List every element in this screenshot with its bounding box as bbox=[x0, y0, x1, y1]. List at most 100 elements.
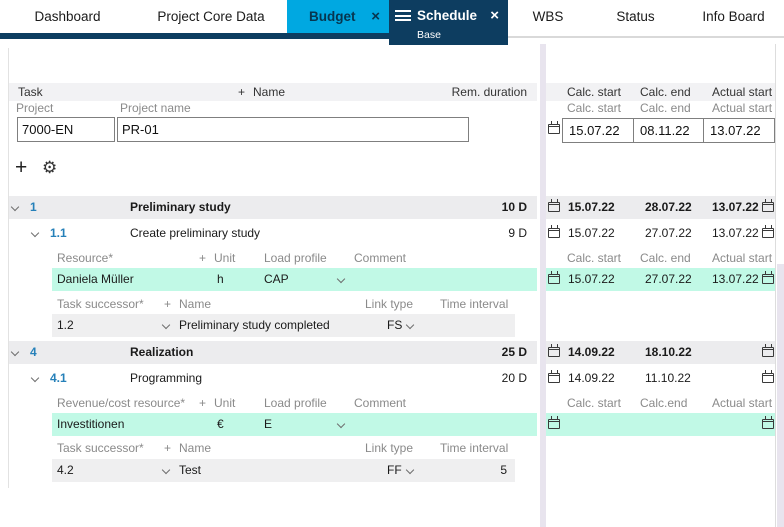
resource-unit[interactable]: h bbox=[217, 272, 224, 286]
col-resource: Resource* bbox=[57, 251, 114, 265]
header-bg-right bbox=[546, 83, 775, 101]
col-calc-start: Calc. start bbox=[567, 85, 622, 99]
calendar-icon[interactable] bbox=[762, 271, 774, 284]
calendar-icon[interactable] bbox=[548, 225, 560, 238]
task-calc-end[interactable]: 27.07.22 bbox=[645, 226, 692, 240]
task-name[interactable]: Realization bbox=[130, 345, 194, 359]
close-icon[interactable]: × bbox=[490, 7, 499, 24]
task-name[interactable]: Create preliminary study bbox=[130, 226, 261, 240]
successor-link-type[interactable]: FF bbox=[387, 463, 402, 477]
settings-gear-icon[interactable]: ⚙ bbox=[42, 158, 58, 177]
task-calc-start[interactable]: 14.09.22 bbox=[568, 345, 615, 359]
resource-calc-start[interactable]: 15.07.22 bbox=[568, 272, 615, 286]
task-actual-start[interactable]: 13.07.22 bbox=[712, 200, 759, 214]
successor-row[interactable]: 1.2 Preliminary study completed FS bbox=[0, 314, 784, 337]
resource-name[interactable]: Daniela Müller bbox=[57, 272, 134, 286]
project-calc-start-field[interactable]: 15.07.22 bbox=[563, 119, 634, 142]
calendar-icon[interactable] bbox=[548, 121, 560, 134]
add-resource-icon[interactable]: + bbox=[199, 251, 207, 265]
tab-dashboard[interactable]: Dashboard bbox=[34, 9, 101, 24]
col-name: Name bbox=[179, 297, 212, 311]
tab-wbs[interactable]: WBS bbox=[532, 9, 564, 24]
project-calc-end-field[interactable]: 08.11.22 bbox=[634, 119, 704, 142]
resource-unit[interactable]: € bbox=[217, 417, 224, 431]
task-calc-end[interactable]: 11.10.22 bbox=[645, 371, 691, 385]
task-row[interactable]: 1 Preliminary study 10 D 15.07.22 28.07.… bbox=[0, 196, 784, 219]
calendar-icon[interactable] bbox=[762, 225, 774, 238]
successor-header-row: Task successor* + Name Link type Time in… bbox=[0, 296, 784, 313]
menu-icon[interactable] bbox=[395, 10, 411, 22]
tab-budget[interactable]: Budget × bbox=[287, 0, 389, 33]
tab-project-core-data[interactable]: Project Core Data bbox=[157, 9, 265, 24]
row-bg-left bbox=[52, 268, 537, 291]
task-actual-start[interactable]: 13.07.22 bbox=[712, 226, 759, 240]
task-row[interactable]: 4.1 Programming 20 D 14.09.22 11.10.22 bbox=[0, 367, 784, 390]
task-name[interactable]: Preliminary study bbox=[130, 200, 231, 214]
task-calc-end[interactable]: 18.10.22 bbox=[645, 345, 692, 359]
col-actual-start: Actual start bbox=[712, 396, 773, 410]
project-code-input[interactable] bbox=[17, 117, 115, 142]
task-duration[interactable]: 10 D bbox=[501, 200, 527, 214]
successor-link-type[interactable]: FS bbox=[387, 318, 403, 332]
calendar-icon[interactable] bbox=[548, 199, 560, 212]
tab-schedule[interactable]: Schedule × Base bbox=[389, 0, 508, 45]
successor-row[interactable]: 4.2 Test FF 5 bbox=[0, 459, 784, 482]
calendar-icon[interactable] bbox=[548, 344, 560, 357]
task-duration[interactable]: 20 D bbox=[501, 371, 527, 385]
add-successor-icon[interactable]: + bbox=[164, 441, 172, 455]
task-duration[interactable]: 9 D bbox=[508, 226, 527, 240]
calendar-icon[interactable] bbox=[548, 416, 560, 429]
task-calc-end[interactable]: 28.07.22 bbox=[645, 200, 692, 214]
col-unit: Unit bbox=[214, 396, 236, 410]
row-bg-left bbox=[52, 314, 515, 337]
resource-row[interactable]: Investitionen € E bbox=[0, 413, 784, 436]
tab-status[interactable]: Status bbox=[616, 9, 655, 24]
resource-actual-start[interactable]: 13.07.22 bbox=[712, 272, 759, 286]
resource-load-profile[interactable]: CAP bbox=[264, 272, 289, 286]
project-name-input[interactable] bbox=[117, 117, 469, 142]
task-row[interactable]: 1.1 Create preliminary study 9 D 15.07.2… bbox=[0, 222, 784, 245]
calendar-icon[interactable] bbox=[762, 416, 774, 429]
task-calc-start[interactable]: 14.09.22 bbox=[568, 371, 615, 385]
add-task-icon[interactable]: + bbox=[15, 156, 28, 179]
chevron-down-icon[interactable] bbox=[30, 373, 40, 383]
successor-header-row: Task successor* + Name Link type Time in… bbox=[0, 440, 784, 457]
resource-load-profile[interactable]: E bbox=[264, 417, 273, 431]
task-calc-start[interactable]: 15.07.22 bbox=[568, 226, 615, 240]
calendar-icon[interactable] bbox=[762, 344, 774, 357]
tab-bar-border bbox=[508, 36, 784, 38]
tab-schedule-sublabel: Base bbox=[417, 29, 441, 41]
tab-info-board[interactable]: Info Board bbox=[702, 9, 765, 24]
calendar-icon[interactable] bbox=[548, 370, 560, 383]
project-name-label: Project name bbox=[120, 101, 191, 115]
add-resource-icon[interactable]: + bbox=[199, 396, 207, 410]
scrollbar-thumb[interactable] bbox=[777, 264, 784, 527]
resource-row[interactable]: Daniela Müller h CAP 15.07.22 27.07.22 1… bbox=[0, 268, 784, 291]
col-calc-end: Calc.end bbox=[640, 396, 688, 410]
resource-calc-end[interactable]: 27.07.22 bbox=[645, 272, 692, 286]
successor-id[interactable]: 4.2 bbox=[57, 463, 74, 477]
task-name[interactable]: Programming bbox=[130, 371, 203, 385]
task-number[interactable]: 1 bbox=[30, 200, 37, 214]
successor-name[interactable]: Preliminary study completed bbox=[179, 318, 330, 332]
task-calc-start[interactable]: 15.07.22 bbox=[568, 200, 615, 214]
calendar-icon[interactable] bbox=[762, 370, 774, 383]
calendar-icon[interactable] bbox=[548, 271, 560, 284]
task-number[interactable]: 4.1 bbox=[50, 371, 67, 385]
project-actual-start-field[interactable]: 13.07.22 bbox=[710, 123, 761, 138]
task-number[interactable]: 1.1 bbox=[50, 226, 67, 240]
close-icon[interactable]: × bbox=[371, 8, 380, 25]
resource-name[interactable]: Investitionen bbox=[57, 417, 125, 431]
add-successor-icon[interactable]: + bbox=[164, 297, 172, 311]
calendar-icon[interactable] bbox=[762, 199, 774, 212]
task-row[interactable]: 4 Realization 25 D 14.09.22 18.10.22 bbox=[0, 341, 784, 364]
chevron-down-icon[interactable] bbox=[30, 228, 40, 238]
col-comment: Comment bbox=[354, 396, 407, 410]
successor-time-interval[interactable]: 5 bbox=[500, 463, 507, 477]
task-number[interactable]: 4 bbox=[30, 345, 37, 359]
successor-id[interactable]: 1.2 bbox=[57, 318, 74, 332]
add-column-icon[interactable]: + bbox=[238, 85, 246, 99]
successor-name[interactable]: Test bbox=[179, 463, 202, 477]
task-duration[interactable]: 25 D bbox=[501, 345, 527, 359]
col-unit: Unit bbox=[214, 251, 236, 265]
